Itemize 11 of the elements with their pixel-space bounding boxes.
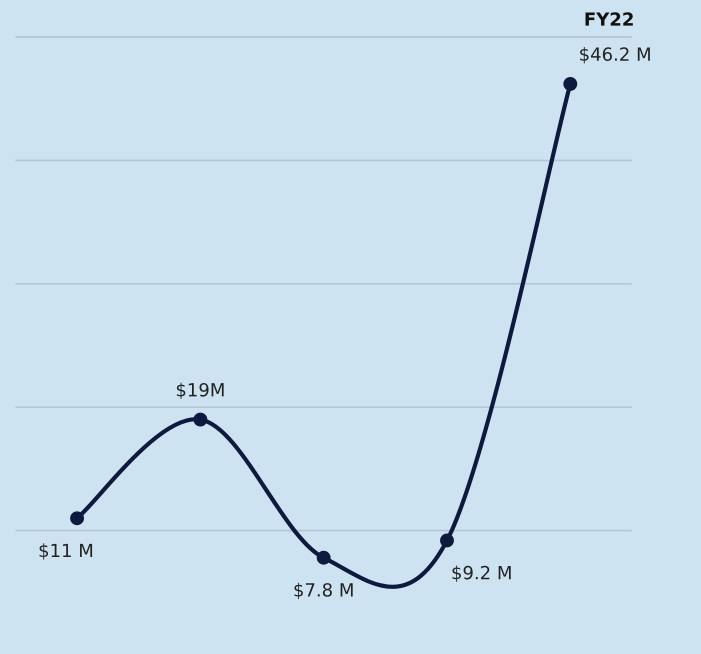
point bbox=[316, 550, 331, 565]
data-label: $46.2 M bbox=[580, 46, 650, 64]
data-label: $7.8 M bbox=[294, 582, 353, 600]
data-label: $9.2 M bbox=[452, 565, 511, 582]
point bbox=[440, 534, 454, 548]
point bbox=[70, 511, 84, 526]
data-label: $11 M bbox=[40, 543, 92, 560]
data-label: $19M bbox=[176, 382, 224, 399]
text: FY22 bbox=[586, 12, 633, 26]
point bbox=[193, 412, 208, 426]
point bbox=[563, 76, 578, 91]
